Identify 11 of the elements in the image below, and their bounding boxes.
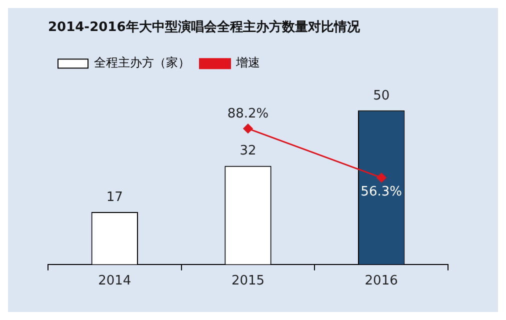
data-label: 88.2% (227, 106, 269, 122)
legend-label: 增速 (235, 56, 260, 70)
legend-label: 全程主办方（家） (94, 56, 190, 70)
chart-title: 2014-2016年大中型演唱会全程主办方数量对比情况 (48, 19, 361, 36)
x-tick-label: 2015 (231, 274, 265, 289)
x-tick-label: 2014 (98, 274, 132, 289)
data-label: 50 (373, 88, 390, 104)
data-label: 56.3% (360, 184, 402, 200)
x-tick-label: 2016 (364, 274, 398, 289)
data-label: 17 (106, 190, 123, 205)
data-label: 32 (240, 144, 256, 159)
